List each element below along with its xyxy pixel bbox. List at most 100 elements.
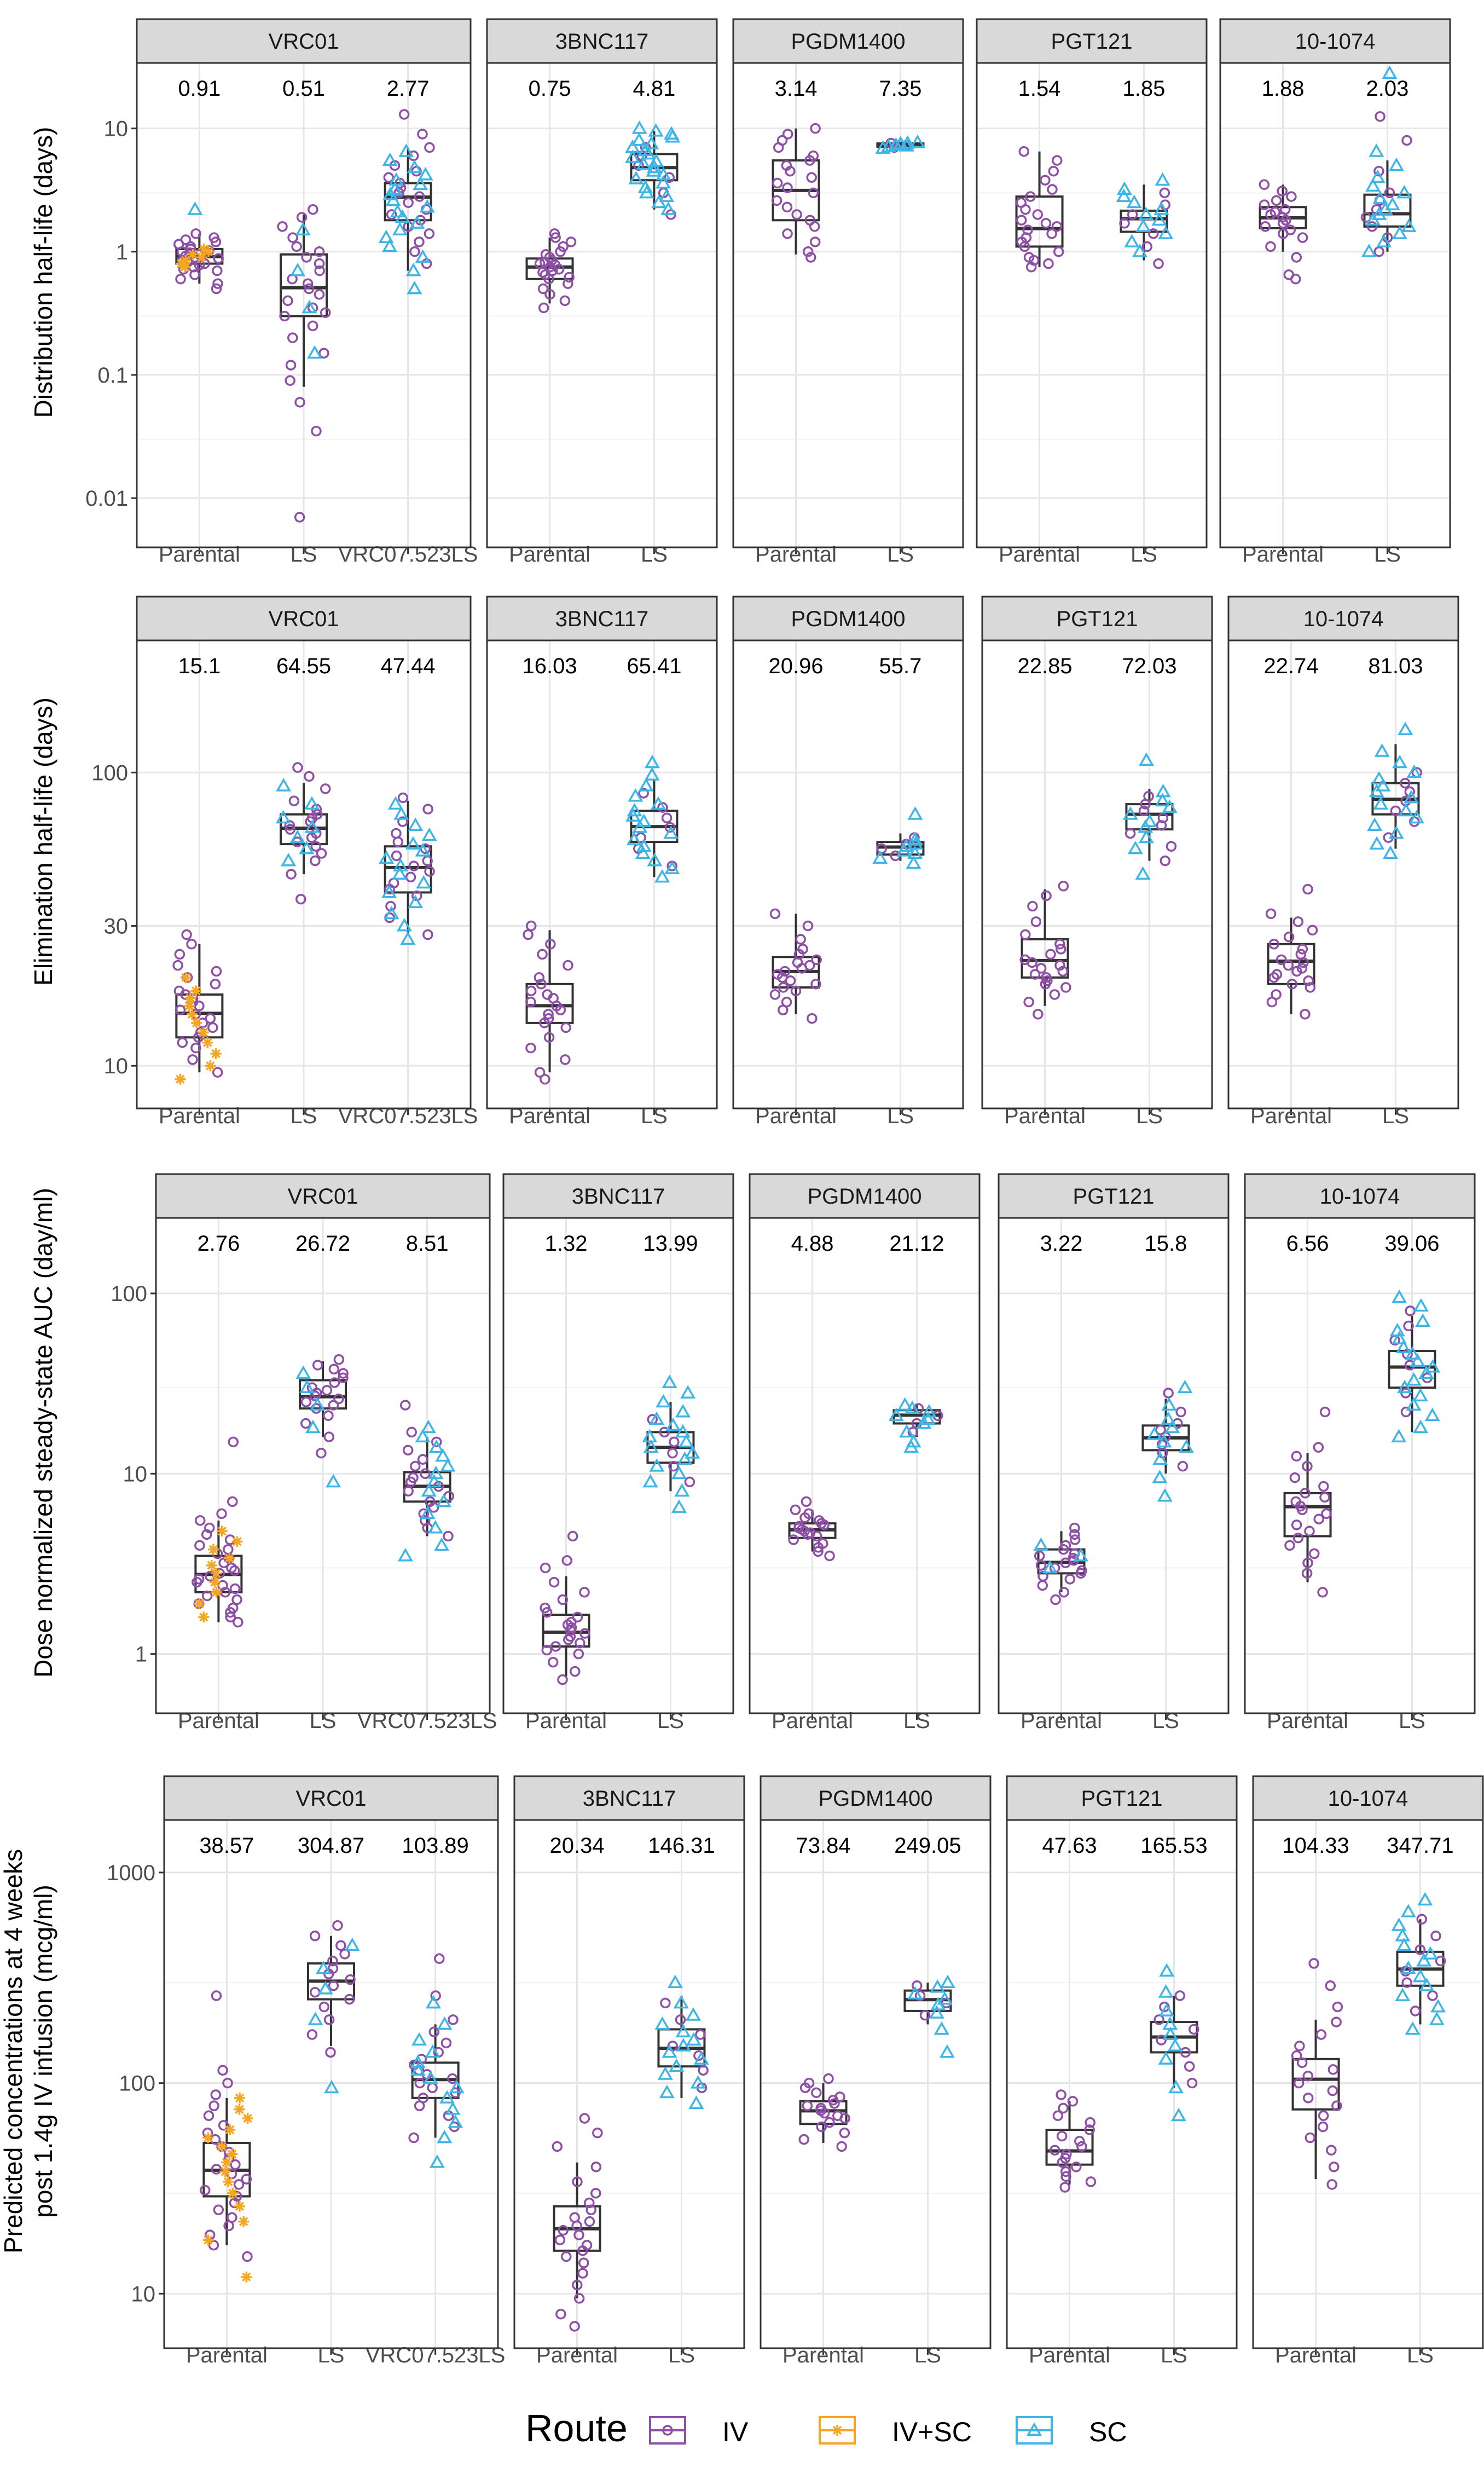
data-point-iv <box>406 1426 417 1438</box>
data-point-iv <box>1327 2085 1338 2096</box>
data-point-iv <box>424 228 435 239</box>
data-point-iv <box>308 204 318 215</box>
group-Parental: 1.88 Parental <box>1242 77 1324 567</box>
data-point-sc <box>1398 802 1414 817</box>
data-point-iv <box>1319 1406 1331 1418</box>
data-point-iv <box>408 860 420 871</box>
data-point-ivsc <box>234 2092 246 2104</box>
data-point-sc <box>1422 1946 1438 1960</box>
data-point-ivsc <box>224 1552 235 1564</box>
median-label: 103.89 <box>402 1834 468 1858</box>
data-point-iv <box>1303 975 1314 986</box>
data-point-iv <box>1315 2029 1327 2040</box>
data-point-iv <box>1174 1990 1186 2001</box>
data-point-iv <box>1308 1958 1319 1969</box>
data-point-iv <box>1157 812 1169 824</box>
data-point-sc <box>907 806 923 820</box>
data-point-iv <box>1284 1540 1295 1551</box>
data-point-iv <box>538 302 549 314</box>
data-point-sc <box>1146 1426 1162 1440</box>
data-point-sc <box>934 2021 949 2035</box>
data-point-sc <box>382 152 398 166</box>
data-point-iv <box>1290 1496 1301 1507</box>
legend-key-sc <box>1012 2408 1056 2452</box>
x-tick-label: Parental <box>1029 2343 1110 2367</box>
data-point-sc <box>686 2032 702 2046</box>
data-point-iv <box>1141 241 1153 252</box>
data-point-iv <box>218 2120 229 2131</box>
facet-strip-label: PGDM1400 <box>791 607 906 631</box>
data-point-iv <box>1175 1406 1186 1418</box>
data-point-sc <box>1391 1917 1407 1931</box>
group-Parental: 0.75 Parental <box>509 77 590 567</box>
legend-key-iv <box>646 2408 689 2452</box>
data-point-sc <box>1365 178 1381 192</box>
data-point-iv <box>1317 2121 1329 2133</box>
facet-PGDM1400: PGDM1400 3.14 Parental 7.35 LS <box>732 18 964 567</box>
data-point-iv <box>1307 925 1318 936</box>
box <box>799 2100 848 2125</box>
data-point-iv <box>217 2065 228 2076</box>
data-point-iv <box>314 246 325 257</box>
data-point-iv <box>241 2174 252 2185</box>
data-point-ivsc <box>227 2148 238 2160</box>
y-tick-label: 10 <box>131 2282 156 2306</box>
data-point-sc <box>1401 218 1417 232</box>
data-point-sc <box>1139 752 1155 766</box>
x-tick-label: LS <box>1374 542 1401 567</box>
data-point-iv <box>1400 1406 1412 1418</box>
data-point-sc <box>1370 169 1386 183</box>
data-point-sc <box>392 222 408 236</box>
data-point-iv <box>581 2239 593 2251</box>
data-point-iv <box>1040 175 1051 186</box>
group-Parental: 20.34 Parental <box>536 1834 618 2367</box>
data-point-iv <box>781 201 793 213</box>
data-point-iv <box>321 1385 333 1396</box>
x-tick-label: LS <box>668 2343 695 2367</box>
facet-strip <box>502 1173 734 1219</box>
data-point-sc <box>1152 1470 1168 1483</box>
data-point-iv <box>1041 890 1052 902</box>
data-point-iv <box>201 1590 213 1602</box>
data-point-sc <box>907 831 923 846</box>
data-point-iv <box>810 979 821 990</box>
data-point-sc <box>1406 1372 1422 1386</box>
data-point-sc <box>1155 172 1170 186</box>
data-point-sc <box>1416 1953 1432 1967</box>
data-point-iv <box>1331 2016 1342 2027</box>
x-tick-label: VRC07.523LS <box>366 2343 506 2367</box>
data-point-sc <box>909 134 925 148</box>
data-point-iv <box>1067 2096 1079 2107</box>
data-point-iv <box>1291 252 1302 263</box>
data-point-sc <box>1418 1365 1434 1379</box>
data-point-iv <box>669 1436 680 1448</box>
data-point-iv <box>318 348 329 359</box>
data-point-iv <box>328 1363 340 1375</box>
data-point-sc <box>299 840 315 854</box>
data-point-sc <box>1167 2038 1183 2052</box>
facet-strip <box>749 1173 981 1219</box>
facet-PGT121: PGT121 47.63 Parental 165.53 LS <box>1006 1775 1238 2367</box>
data-point-iv <box>782 228 793 239</box>
data-point-iv <box>1148 228 1159 239</box>
data-point-iv <box>660 1997 671 2009</box>
data-point-sc <box>1406 1397 1422 1411</box>
data-point-iv <box>793 1521 804 1532</box>
facet-strip-label: 3BNC117 <box>555 607 648 631</box>
data-point-sc <box>1178 1439 1194 1453</box>
median-label: 3.22 <box>1040 1232 1083 1256</box>
data-point-iv <box>320 783 331 794</box>
median-label: 165.53 <box>1140 1834 1207 1858</box>
data-point-sc <box>1406 764 1422 778</box>
data-point-sc <box>1367 817 1383 831</box>
data-point-sc <box>628 788 644 802</box>
data-point-iv <box>414 191 425 202</box>
data-point-iv <box>233 2179 245 2190</box>
panel-border <box>486 639 718 1110</box>
data-point-iv <box>657 802 668 813</box>
facet-strip <box>998 1173 1230 1219</box>
data-point-sc <box>1135 866 1151 880</box>
data-point-iv <box>548 1576 560 1588</box>
data-point-iv <box>391 828 402 839</box>
